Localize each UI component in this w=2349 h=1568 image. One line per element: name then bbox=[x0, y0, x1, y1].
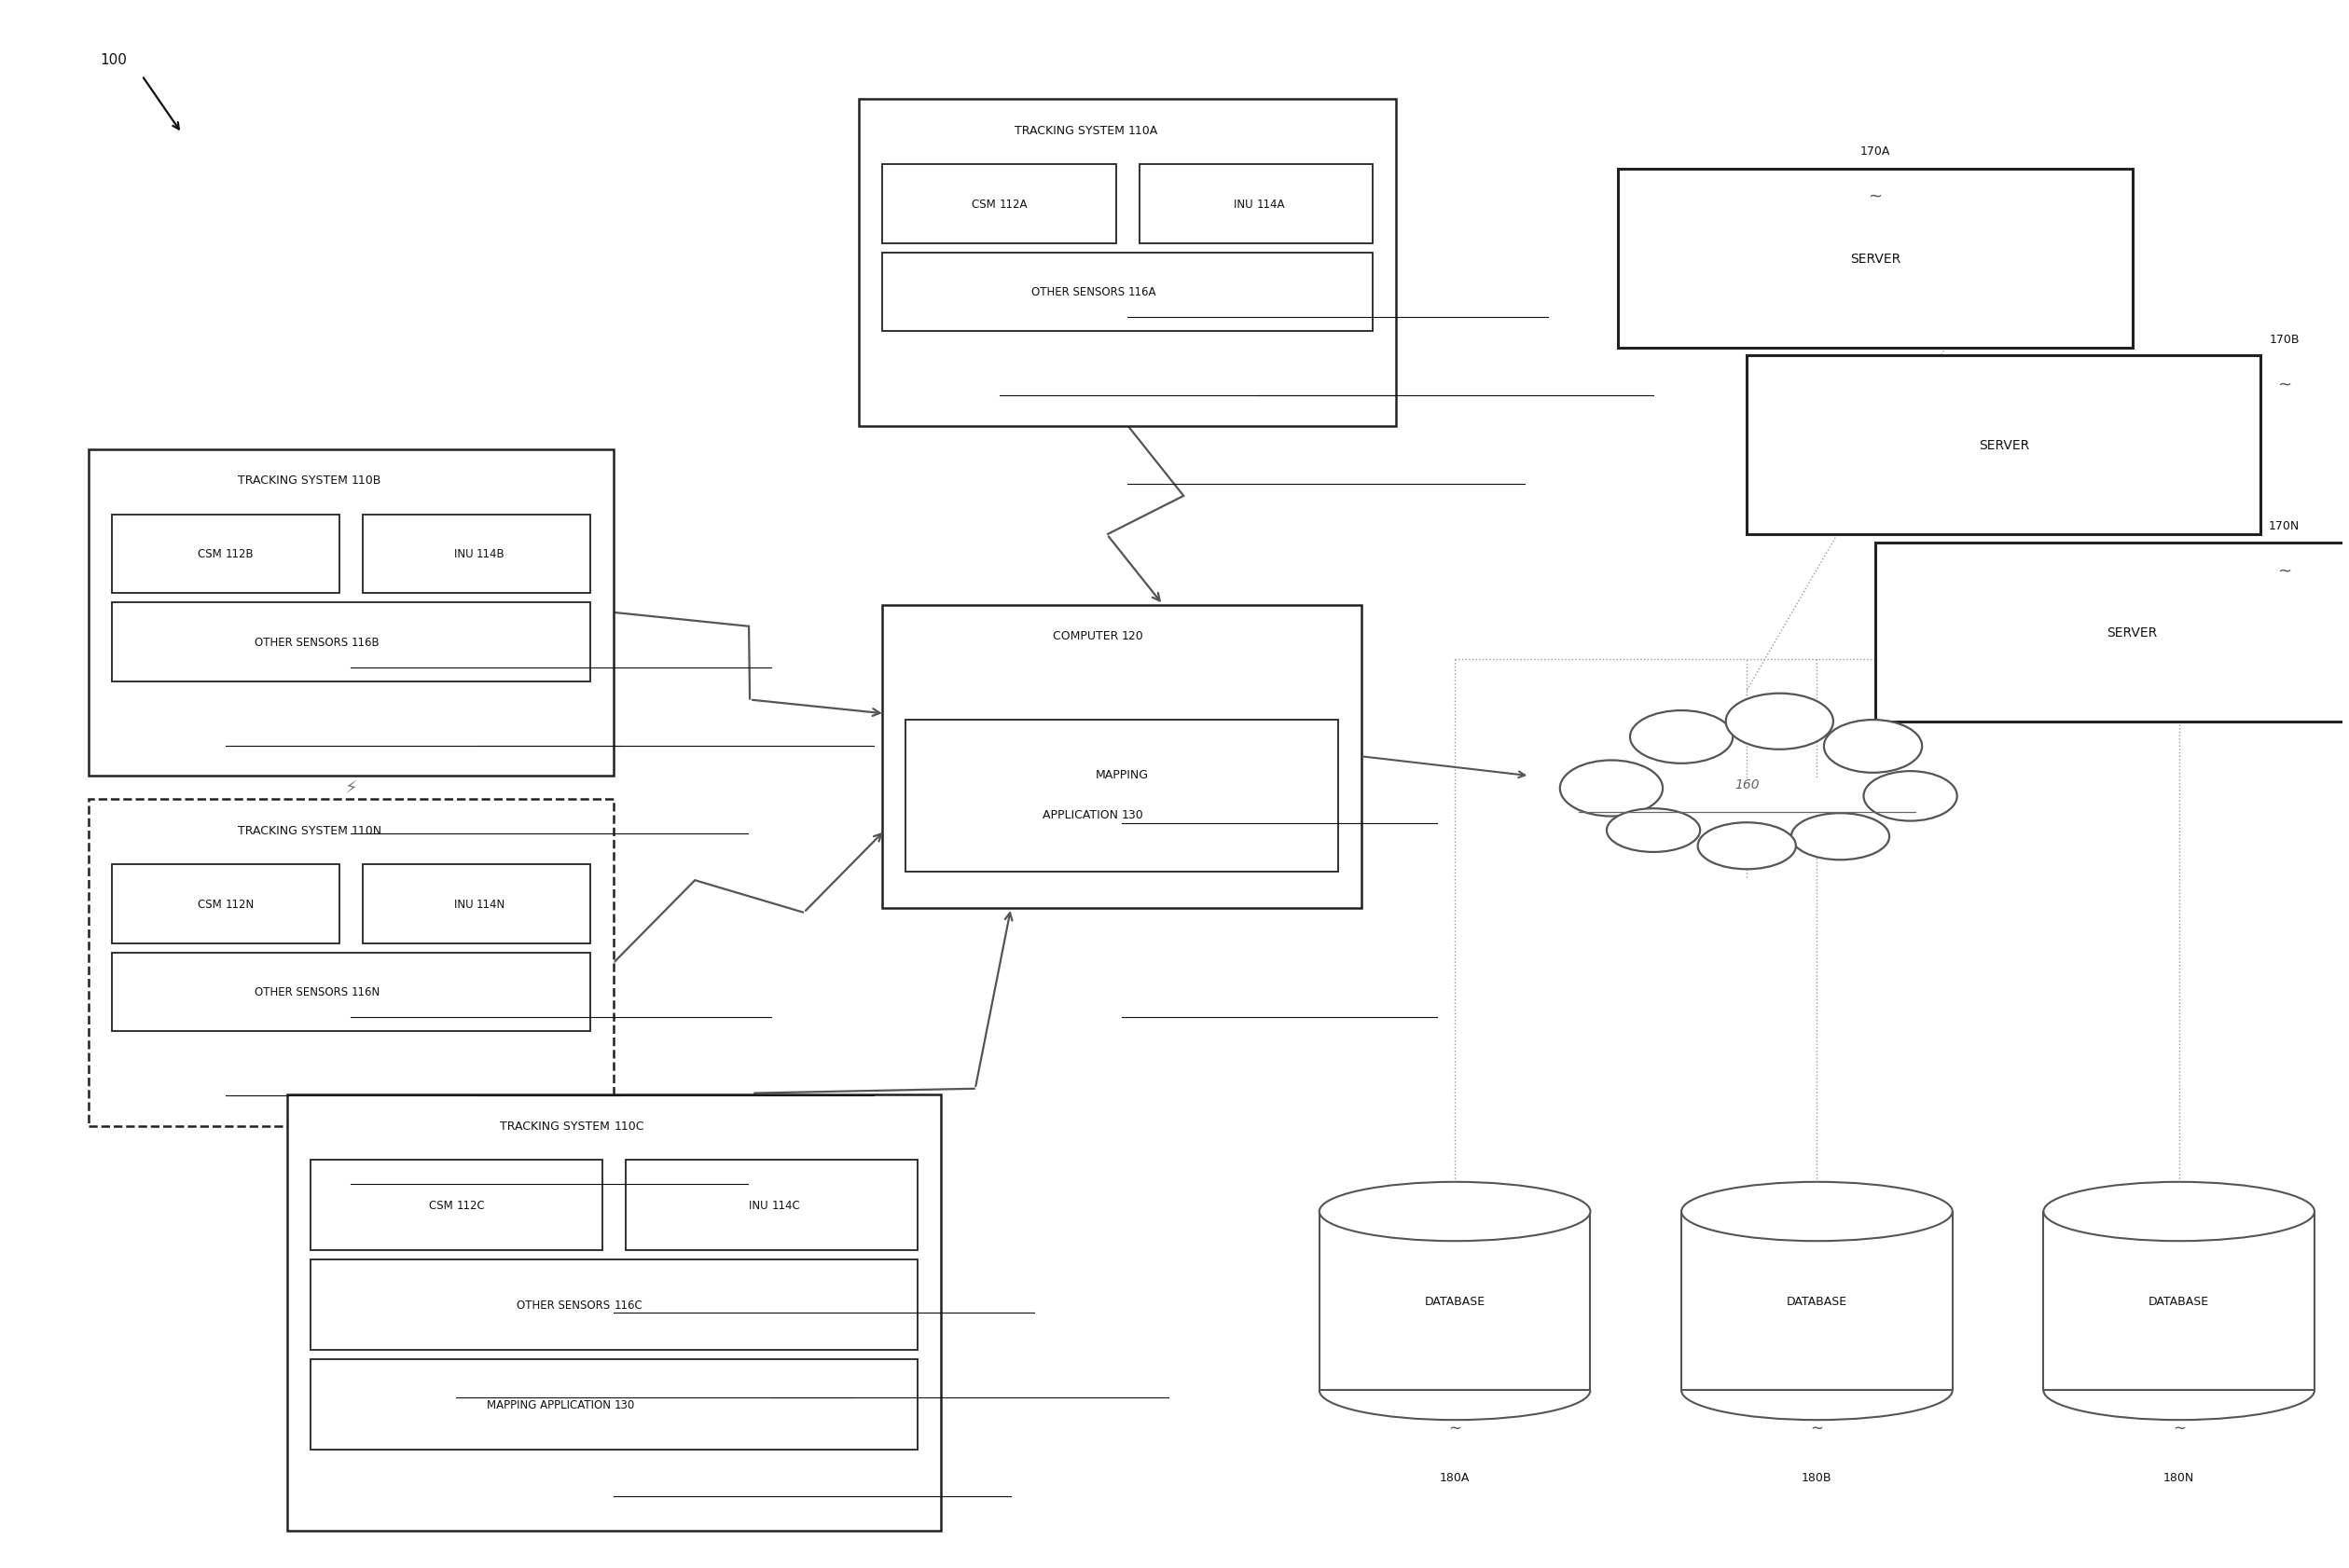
Ellipse shape bbox=[1320, 1182, 1590, 1242]
Text: SERVER: SERVER bbox=[2107, 626, 2159, 638]
Bar bbox=[113, 604, 590, 682]
Bar bbox=[1320, 1212, 1590, 1391]
Text: 110B: 110B bbox=[350, 475, 381, 486]
Text: 110C: 110C bbox=[613, 1120, 644, 1132]
Text: TRACKING SYSTEM: TRACKING SYSTEM bbox=[500, 1120, 613, 1132]
Text: ⚡: ⚡ bbox=[345, 779, 357, 797]
Text: 110A: 110A bbox=[1128, 124, 1158, 136]
Ellipse shape bbox=[1727, 693, 1832, 750]
Text: APPLICATION: APPLICATION bbox=[1043, 809, 1123, 822]
Text: 100: 100 bbox=[101, 53, 127, 67]
Text: ∼: ∼ bbox=[2173, 1419, 2185, 1435]
Bar bbox=[883, 252, 1374, 332]
Text: 130: 130 bbox=[1123, 809, 1144, 822]
Text: 112N: 112N bbox=[226, 898, 254, 911]
Bar bbox=[113, 866, 338, 944]
Ellipse shape bbox=[1823, 720, 1921, 773]
Text: CSM: CSM bbox=[197, 549, 226, 560]
Bar bbox=[883, 605, 1362, 908]
Ellipse shape bbox=[1698, 823, 1797, 870]
Text: 170B: 170B bbox=[2269, 334, 2300, 345]
Text: TRACKING SYSTEM: TRACKING SYSTEM bbox=[237, 825, 350, 837]
Text: INU: INU bbox=[1233, 198, 1257, 210]
Text: 160: 160 bbox=[1734, 778, 1759, 790]
Text: 170A: 170A bbox=[1860, 146, 1891, 157]
Text: ∼: ∼ bbox=[1867, 188, 1882, 205]
Text: 116B: 116B bbox=[350, 637, 381, 648]
Ellipse shape bbox=[1630, 710, 1734, 764]
Text: OTHER SENSORS: OTHER SENSORS bbox=[254, 637, 350, 648]
Bar bbox=[113, 953, 590, 1032]
Text: 130: 130 bbox=[613, 1399, 634, 1411]
Text: INU: INU bbox=[453, 549, 477, 560]
Bar bbox=[310, 1259, 918, 1350]
Text: 120: 120 bbox=[1123, 630, 1144, 643]
Bar bbox=[1875, 543, 2349, 721]
Text: MAPPING: MAPPING bbox=[1095, 768, 1149, 781]
Text: CSM: CSM bbox=[428, 1200, 456, 1212]
Text: 170N: 170N bbox=[2269, 521, 2300, 532]
Text: TRACKING SYSTEM: TRACKING SYSTEM bbox=[1015, 124, 1128, 136]
Text: 114N: 114N bbox=[477, 898, 505, 911]
Text: 180A: 180A bbox=[1440, 1471, 1470, 1483]
Bar bbox=[860, 100, 1395, 426]
Bar bbox=[1536, 779, 1957, 855]
Ellipse shape bbox=[2044, 1182, 2314, 1242]
Ellipse shape bbox=[1682, 1182, 1952, 1242]
Text: INU: INU bbox=[453, 898, 477, 911]
Text: MAPPING APPLICATION: MAPPING APPLICATION bbox=[486, 1399, 613, 1411]
Text: 116C: 116C bbox=[613, 1298, 644, 1311]
Text: SERVER: SERVER bbox=[1978, 439, 2030, 452]
Bar bbox=[310, 1160, 601, 1251]
Text: CSM: CSM bbox=[197, 898, 226, 911]
Text: 180B: 180B bbox=[1802, 1471, 1832, 1483]
Text: OTHER SENSORS: OTHER SENSORS bbox=[517, 1298, 613, 1311]
Bar bbox=[362, 866, 590, 944]
Text: OTHER SENSORS: OTHER SENSORS bbox=[254, 986, 350, 999]
Text: CSM: CSM bbox=[972, 198, 998, 210]
Bar bbox=[89, 450, 613, 776]
Text: 180N: 180N bbox=[2163, 1471, 2194, 1483]
Text: ∼: ∼ bbox=[2276, 563, 2290, 580]
Bar bbox=[1682, 1212, 1952, 1391]
Text: 112A: 112A bbox=[998, 198, 1029, 210]
Text: COMPUTER: COMPUTER bbox=[1052, 630, 1123, 643]
Text: 116N: 116N bbox=[350, 986, 381, 999]
Bar bbox=[89, 800, 613, 1126]
Bar bbox=[362, 514, 590, 594]
Text: DATABASE: DATABASE bbox=[1788, 1295, 1846, 1308]
Text: SERVER: SERVER bbox=[1851, 252, 1900, 265]
Bar bbox=[2044, 1212, 2314, 1391]
Bar bbox=[113, 514, 338, 594]
Bar bbox=[1748, 356, 2260, 535]
Bar bbox=[287, 1094, 942, 1530]
Text: ∼: ∼ bbox=[1449, 1419, 1461, 1435]
Text: TRACKING SYSTEM: TRACKING SYSTEM bbox=[237, 475, 350, 486]
Bar bbox=[883, 165, 1116, 243]
Ellipse shape bbox=[1607, 809, 1701, 853]
Text: 112B: 112B bbox=[226, 549, 254, 560]
Bar bbox=[1139, 165, 1374, 243]
Text: ∼: ∼ bbox=[1811, 1419, 1823, 1435]
Ellipse shape bbox=[1863, 771, 1957, 822]
Ellipse shape bbox=[1792, 814, 1889, 861]
Text: 114C: 114C bbox=[770, 1200, 801, 1212]
Bar bbox=[1618, 169, 2133, 348]
Bar bbox=[310, 1359, 918, 1449]
Text: INU: INU bbox=[749, 1200, 770, 1212]
Text: DATABASE: DATABASE bbox=[1423, 1295, 1485, 1308]
Text: 110N: 110N bbox=[350, 825, 383, 837]
Text: 114B: 114B bbox=[477, 549, 505, 560]
Text: DATABASE: DATABASE bbox=[2149, 1295, 2210, 1308]
Ellipse shape bbox=[1560, 760, 1663, 817]
Text: ∼: ∼ bbox=[2276, 376, 2290, 394]
Text: OTHER SENSORS: OTHER SENSORS bbox=[1031, 287, 1128, 298]
Bar bbox=[625, 1160, 918, 1251]
Text: 116A: 116A bbox=[1128, 287, 1156, 298]
Text: 112C: 112C bbox=[456, 1200, 484, 1212]
Bar bbox=[907, 720, 1339, 872]
Text: 114A: 114A bbox=[1257, 198, 1285, 210]
